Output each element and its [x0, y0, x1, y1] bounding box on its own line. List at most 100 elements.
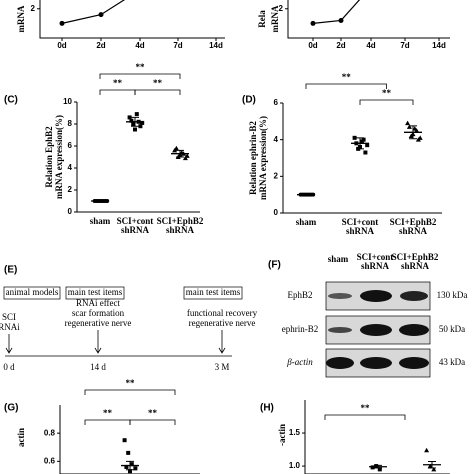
point [406, 124, 412, 129]
significance: ** [342, 72, 352, 82]
line [61, 0, 126, 24]
x-tick-label: 7d [173, 41, 182, 50]
point [427, 463, 433, 469]
point [184, 153, 190, 158]
point [365, 143, 370, 148]
panel-label: (E) [4, 265, 17, 276]
y-axis-label: mRNA expression(%) [54, 115, 64, 199]
size-label: 50 kDa [439, 324, 465, 334]
point [131, 122, 136, 126]
x-tick-label: 2d [336, 41, 345, 50]
y-axis-label: mRNA [270, 5, 280, 32]
timeline: (E) animal models main test items main t… [0, 265, 258, 372]
point [352, 135, 357, 140]
column-label: sham [328, 254, 349, 264]
x-tick-label: sham [90, 216, 111, 226]
row-label: EphB2 [287, 290, 312, 300]
significance: ** [113, 78, 123, 88]
bracket [305, 83, 387, 89]
x-tick-label: SCI+cont [342, 217, 379, 227]
x-tick-label: 7d [400, 41, 409, 50]
box-text: animal models [6, 287, 59, 297]
y-tick-label: 8 [68, 119, 73, 128]
text: regenerative nerve [65, 318, 132, 328]
column-label: SCI+EphB2 [392, 252, 439, 262]
axis [282, 103, 442, 214]
point [173, 145, 179, 151]
point [363, 150, 368, 155]
y-tick-label: 4 [274, 135, 279, 144]
y-tick-label: 0.6 [44, 456, 56, 465]
y-tick-label: 2 [279, 4, 284, 13]
point [59, 20, 65, 26]
panel-label: (H) [260, 403, 274, 414]
significance: ** [136, 62, 146, 72]
x-tick-label: 4d [366, 41, 375, 50]
x-tick-label: SCI+cont [117, 216, 154, 226]
band [400, 291, 428, 301]
y-tick-label: 2 [68, 185, 73, 194]
band [328, 327, 352, 333]
significance: ** [361, 403, 371, 413]
x-tick-label: shRNA [399, 226, 428, 236]
bracket [99, 89, 136, 95]
bracket [99, 73, 181, 79]
size-label: 130 kDa [437, 290, 468, 300]
band [328, 293, 352, 299]
point [361, 137, 366, 142]
point [129, 462, 134, 467]
y-tick-label: 0 [68, 207, 73, 216]
panel-label: (C) [4, 95, 18, 106]
arrows [5, 330, 232, 357]
text: SCI [2, 312, 16, 322]
y-tick-label: 6 [274, 98, 279, 107]
x-tick-label: 0d [57, 41, 66, 50]
band [399, 357, 429, 369]
x-tick-label: shRNA [346, 226, 375, 236]
y-tick-label: 0.8 [44, 428, 56, 437]
error-bar [428, 460, 436, 469]
y-axis-label: Relation EphB2 [44, 126, 54, 188]
significance: ** [126, 378, 136, 388]
error-bar [302, 193, 310, 196]
point [374, 464, 379, 469]
band [360, 357, 392, 369]
point [124, 464, 129, 469]
significance: ** [103, 408, 113, 418]
significance: ** [153, 78, 163, 88]
point [133, 466, 138, 471]
bracket [134, 89, 181, 95]
point [133, 127, 137, 132]
point [122, 438, 127, 443]
point [310, 20, 316, 26]
column-label: shRNA [401, 261, 430, 271]
column-label: shRNA [361, 261, 390, 271]
point [414, 128, 420, 133]
y-axis-label: Relation ephrin-B2 [248, 121, 258, 195]
bracket [129, 419, 176, 425]
band [399, 324, 429, 336]
error-bar [409, 125, 417, 140]
point [98, 12, 104, 18]
significance: ** [148, 408, 158, 418]
y-axis-label: actin [16, 428, 26, 447]
size-label: 43 kDa [439, 357, 465, 367]
point [138, 124, 143, 129]
box [183, 286, 243, 300]
panel-label: (G) [4, 403, 18, 414]
point [424, 447, 430, 453]
point [140, 120, 145, 125]
panel-label: (F) [268, 260, 281, 271]
band [360, 290, 392, 302]
y-tick-label: 2 [274, 171, 279, 180]
time-label: 3 M [215, 362, 230, 372]
point [338, 17, 344, 23]
y-tick-label: 10 [63, 97, 72, 106]
text: scar formation [72, 308, 125, 318]
time-label: 0 d [3, 362, 15, 372]
error-bar [374, 464, 382, 469]
y-tick-label: 2 [31, 4, 36, 13]
text: RNAi [0, 322, 20, 332]
error-bar [176, 149, 184, 158]
